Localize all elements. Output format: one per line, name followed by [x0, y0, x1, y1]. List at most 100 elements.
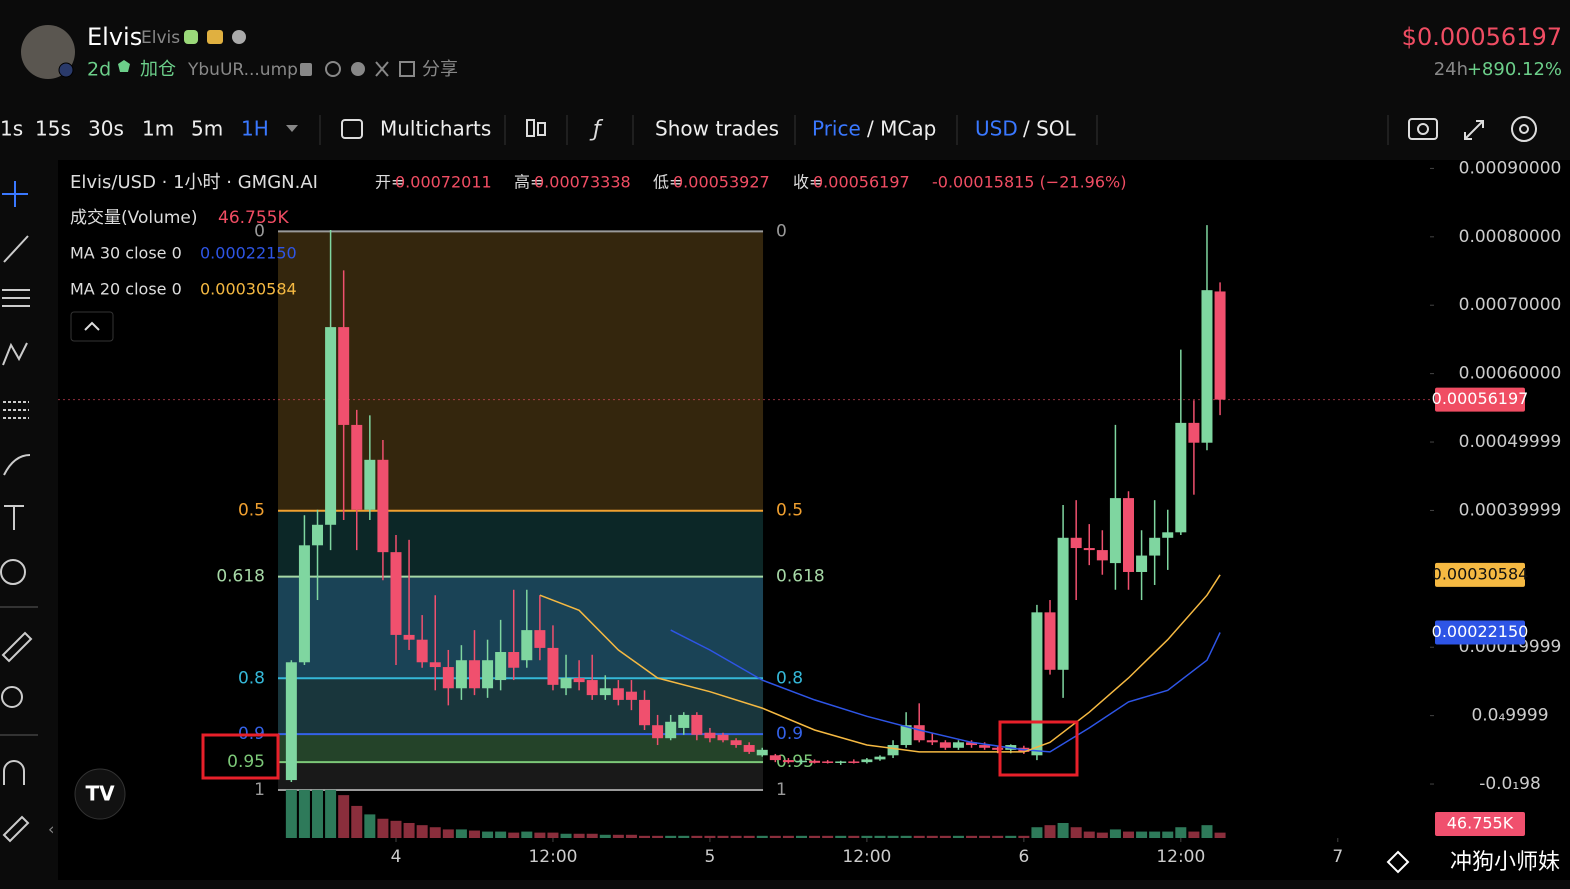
search-icon[interactable]: [325, 61, 341, 77]
fib-label: 0.8: [238, 668, 265, 688]
interval[interactable]: 5m: [191, 117, 223, 141]
ruler-tool[interactable]: [1, 631, 33, 663]
candle-body: [508, 652, 520, 668]
fib-zone: [278, 510, 764, 577]
usd-toggle[interactable]: USD: [975, 117, 1018, 141]
add-button[interactable]: 加仓: [140, 59, 176, 80]
token-ticker: Elvis: [141, 28, 180, 48]
candle-body: [599, 688, 611, 696]
candle-body: [429, 662, 441, 668]
x-tick-label: 12:00: [1156, 847, 1205, 867]
volume-bar: [900, 835, 912, 838]
text-tool[interactable]: [4, 505, 24, 530]
icon: [118, 60, 130, 72]
copy-icon[interactable]: [300, 63, 312, 76]
candle-body: [377, 459, 389, 553]
volume-bar: [455, 829, 467, 838]
volume-bar: [939, 835, 951, 838]
volume-bar: [534, 832, 546, 838]
fib-tool[interactable]: [3, 401, 29, 419]
pencil-tool[interactable]: [2, 815, 30, 843]
volume-tag-label: 46.755K: [1447, 814, 1514, 833]
x-icon[interactable]: [375, 61, 389, 77]
fib-label: 0.95: [776, 752, 814, 772]
candle-icon[interactable]: [537, 122, 546, 136]
candle-body: [547, 647, 559, 685]
candle-icon[interactable]: [526, 119, 535, 137]
volume-bar: [442, 829, 454, 838]
ma-legend: MA 30 close 0 0.00022150 MA 20 close 0 0.00…: [70, 244, 297, 299]
hlines-tool[interactable]: [2, 289, 30, 307]
volume-bar: [599, 834, 611, 838]
candle-body: [586, 680, 598, 696]
candle-body: [900, 725, 912, 746]
price-toggle[interactable]: Price: [812, 117, 861, 141]
candle-body: [835, 761, 847, 763]
x-tick-label: 4: [391, 847, 402, 867]
icon: [341, 119, 363, 139]
candle-body: [1109, 498, 1121, 564]
candle-body: [573, 678, 585, 683]
collapse-button[interactable]: [70, 311, 114, 342]
ma-line: [539, 574, 1221, 753]
x-tick-label: 12:00: [842, 847, 891, 867]
settings-icon[interactable]: [1511, 116, 1537, 142]
candle-body: [442, 667, 454, 689]
magnet-tool[interactable]: [3, 760, 25, 785]
emoji-tool[interactable]: [0, 559, 26, 585]
brush-tool[interactable]: [3, 454, 31, 476]
candle-body: [639, 699, 651, 726]
volume-tag: [1435, 812, 1525, 836]
candle-body: [822, 761, 834, 763]
tv-logo-mark: TV: [85, 782, 115, 806]
y-tick-label: 0.00070000: [1459, 295, 1562, 315]
interval[interactable]: 1m: [142, 117, 174, 141]
fullscreen-icon[interactable]: [1464, 120, 1484, 140]
camera-icon[interactable]: [1408, 118, 1438, 140]
volume-bar: [966, 835, 978, 838]
link-icon[interactable]: [399, 61, 415, 77]
candle-body: [403, 634, 415, 640]
show-trades[interactable]: Show trades: [655, 117, 779, 141]
line-tool[interactable]: [3, 235, 29, 263]
mcap-toggle[interactable]: / MCap: [867, 117, 936, 141]
ma-value: 0.00030584: [200, 280, 297, 299]
ohlc-label: 高=: [514, 173, 543, 192]
collapse-arrow[interactable]: ‹: [48, 820, 54, 839]
volume-bar: [364, 814, 376, 838]
candle-body: [809, 760, 821, 763]
fx-icon[interactable]: ƒ: [589, 117, 604, 142]
zoom-tool[interactable]: [1, 686, 23, 708]
volume-bar: [848, 835, 860, 838]
candle-body: [743, 745, 755, 752]
tv-logo[interactable]: [74, 768, 126, 820]
interval[interactable]: 30s: [88, 117, 124, 141]
candle-body: [913, 725, 925, 741]
candle-body: [495, 652, 507, 681]
share[interactable]: 分享: [422, 59, 458, 80]
multicharts[interactable]: Multicharts: [380, 117, 491, 141]
fib-label: 1: [254, 780, 265, 800]
volume-bar: [691, 835, 703, 838]
fib-label: 0.5: [238, 501, 265, 521]
interval[interactable]: 1H: [241, 117, 269, 141]
icon[interactable]: [351, 62, 365, 76]
candle-body: [416, 639, 428, 663]
dropdown-caret[interactable]: [286, 125, 298, 132]
crosshair-tool[interactable]: [2, 181, 28, 207]
address[interactable]: YbuUR...ump: [187, 60, 298, 80]
volume-bar: [429, 827, 441, 838]
pattern-tool[interactable]: [2, 342, 28, 366]
volume-bar: [1070, 827, 1082, 838]
candle-body: [887, 745, 899, 756]
volume-bar: [298, 789, 310, 838]
ma-value: 0.00022150: [200, 244, 297, 263]
interval[interactable]: 1s: [0, 117, 23, 141]
interval[interactable]: 15s: [35, 117, 71, 141]
token-name: Elvis: [87, 23, 142, 51]
sol-toggle[interactable]: / SOL: [1023, 117, 1077, 141]
volume-bar: [874, 835, 886, 838]
y-tick-label: 0.00080000: [1459, 227, 1562, 247]
candle-body: [979, 745, 991, 748]
